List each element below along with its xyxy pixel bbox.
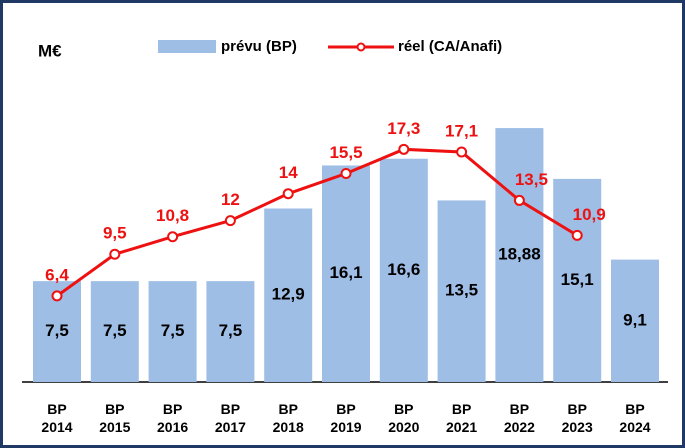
- bar: [90, 281, 139, 382]
- line-point: [224, 215, 236, 227]
- line-point: [398, 143, 410, 155]
- bar: [322, 165, 370, 382]
- line-point: [51, 290, 63, 302]
- x-tick-label: BP 2014: [41, 401, 73, 435]
- x-tick-label: BP 2017: [214, 401, 246, 435]
- bar-value-label: 9,1: [623, 310, 647, 329]
- line-value-label: 9,5: [103, 224, 127, 243]
- line-point: [109, 248, 121, 260]
- bar-value-label: 13,5: [445, 281, 478, 300]
- bar-value-label: 16,1: [329, 263, 362, 282]
- bar-value-label: 18,88: [498, 245, 541, 264]
- bar: [437, 200, 486, 382]
- bar-value-label: 7,5: [219, 321, 243, 340]
- line-value-label: 17,3: [387, 119, 420, 138]
- line-point: [513, 194, 525, 206]
- x-tick-label: BP 2022: [503, 401, 535, 435]
- line: [56, 147, 578, 298]
- x-tick-label: BP 2016: [157, 401, 189, 435]
- x-tick-label: BP 2015: [99, 401, 131, 435]
- bar-value-label: 15,1: [561, 270, 594, 289]
- line-point: [340, 168, 352, 180]
- x-tick-label: BP 2019: [330, 401, 362, 435]
- line-point: [282, 188, 294, 200]
- legend-label: réel (CA/Anafi): [398, 38, 502, 55]
- bar: [495, 128, 544, 382]
- legend-swatch-dot: [356, 42, 366, 52]
- line-point: [456, 146, 468, 158]
- bar: [264, 208, 313, 382]
- legend-label: prévu (BP): [221, 38, 297, 55]
- bar-value-label: 7,5: [161, 321, 185, 340]
- bar: [206, 281, 255, 382]
- bar: [148, 281, 197, 382]
- unit-label: M€: [38, 41, 62, 60]
- legend-swatch-bar: [158, 40, 216, 53]
- line-value-label: 10,8: [156, 206, 189, 225]
- line-value-label: 14: [279, 163, 298, 182]
- x-tick-label: BP 2023: [561, 401, 593, 435]
- x-tick-label: BP 2018: [272, 401, 304, 435]
- line-value-label: 13,5: [515, 170, 548, 189]
- bar-value-label: 7,5: [45, 321, 69, 340]
- x-tick-label: BP 2024: [619, 401, 651, 435]
- x-tick-label: BP 2020: [388, 401, 420, 435]
- line-point: [167, 231, 179, 243]
- bar: [379, 158, 428, 382]
- line-value-label: 15,5: [329, 143, 362, 162]
- line-value-label: 6,4: [45, 265, 69, 284]
- line-value-label: 17,1: [445, 121, 478, 140]
- line-value-label: 10,9: [573, 205, 606, 224]
- bar-value-label: 16,6: [387, 260, 420, 279]
- x-tick-label: BP 2021: [446, 401, 478, 435]
- bar-value-label: 7,5: [103, 321, 127, 340]
- bar-value-label: 12,9: [272, 285, 305, 304]
- bar: [553, 178, 602, 382]
- line-value-label: 12: [221, 190, 240, 209]
- bar: [611, 259, 659, 382]
- line-point: [571, 229, 583, 241]
